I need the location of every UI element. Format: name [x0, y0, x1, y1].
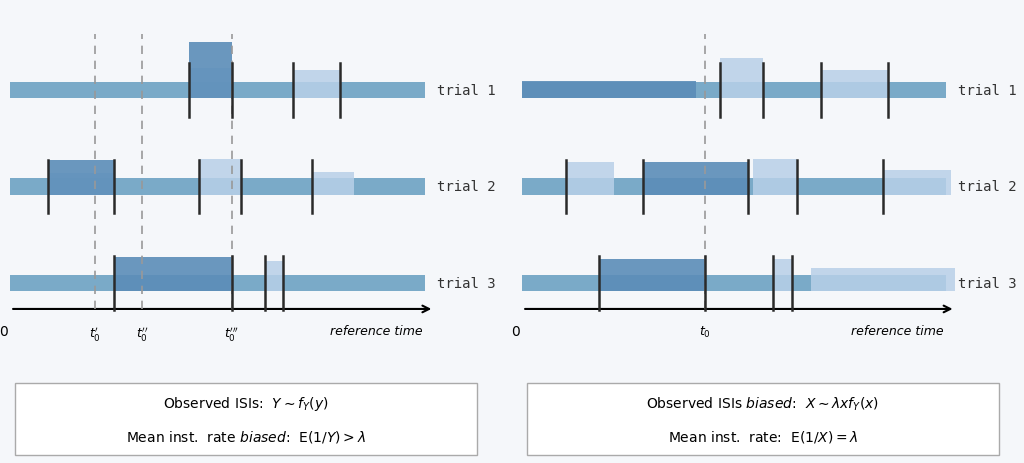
- Text: Observed ISIs $\mathit{biased}$:  $X \sim \lambda x f_Y(x)$: Observed ISIs $\mathit{biased}$: $X \sim…: [646, 394, 880, 412]
- Bar: [10, 82, 425, 99]
- Text: $t_0'$: $t_0'$: [89, 324, 101, 342]
- Bar: [522, 81, 695, 99]
- Bar: [10, 179, 425, 195]
- Text: trial 2: trial 2: [957, 180, 1017, 194]
- Bar: [820, 70, 888, 99]
- Bar: [754, 159, 797, 195]
- Text: 0: 0: [511, 324, 519, 338]
- Text: $t_0''$: $t_0''$: [136, 324, 148, 342]
- Bar: [48, 161, 114, 195]
- Text: trial 3: trial 3: [436, 276, 496, 290]
- Text: Mean inst.  rate $\mathit{biased}$:  $\mathrm{E}(1/Y) > \lambda$: Mean inst. rate $\mathit{biased}$: $\mat…: [126, 428, 366, 444]
- Bar: [189, 69, 231, 99]
- Bar: [199, 159, 241, 195]
- FancyBboxPatch shape: [527, 383, 998, 455]
- Text: trial 1: trial 1: [436, 84, 496, 98]
- Text: 0: 0: [0, 324, 7, 338]
- Bar: [522, 82, 946, 99]
- Text: trial 1: trial 1: [957, 84, 1017, 98]
- Bar: [643, 163, 749, 195]
- Text: reference time: reference time: [330, 324, 423, 337]
- Bar: [599, 259, 706, 292]
- Bar: [811, 269, 955, 292]
- Text: $t_0'''$: $t_0'''$: [224, 324, 239, 342]
- Bar: [565, 163, 613, 195]
- Text: reference time: reference time: [851, 324, 943, 337]
- Bar: [114, 257, 231, 292]
- Bar: [720, 59, 763, 99]
- Text: trial 2: trial 2: [436, 180, 496, 194]
- Bar: [522, 179, 946, 195]
- Bar: [772, 259, 792, 292]
- Bar: [293, 70, 340, 99]
- Bar: [10, 275, 425, 292]
- Bar: [189, 43, 231, 99]
- Bar: [883, 170, 950, 195]
- Bar: [48, 174, 114, 195]
- Bar: [311, 172, 354, 195]
- Text: Observed ISIs:  $Y \sim f_Y(y)$: Observed ISIs: $Y \sim f_Y(y)$: [163, 394, 329, 412]
- FancyBboxPatch shape: [15, 383, 476, 455]
- Bar: [264, 261, 284, 292]
- Text: Mean inst.  rate:  $\mathrm{E}(1/X) = \lambda$: Mean inst. rate: $\mathrm{E}(1/X) = \lam…: [668, 428, 858, 444]
- Text: trial 3: trial 3: [957, 276, 1017, 290]
- Bar: [522, 275, 946, 292]
- Text: $t_0$: $t_0$: [699, 324, 711, 339]
